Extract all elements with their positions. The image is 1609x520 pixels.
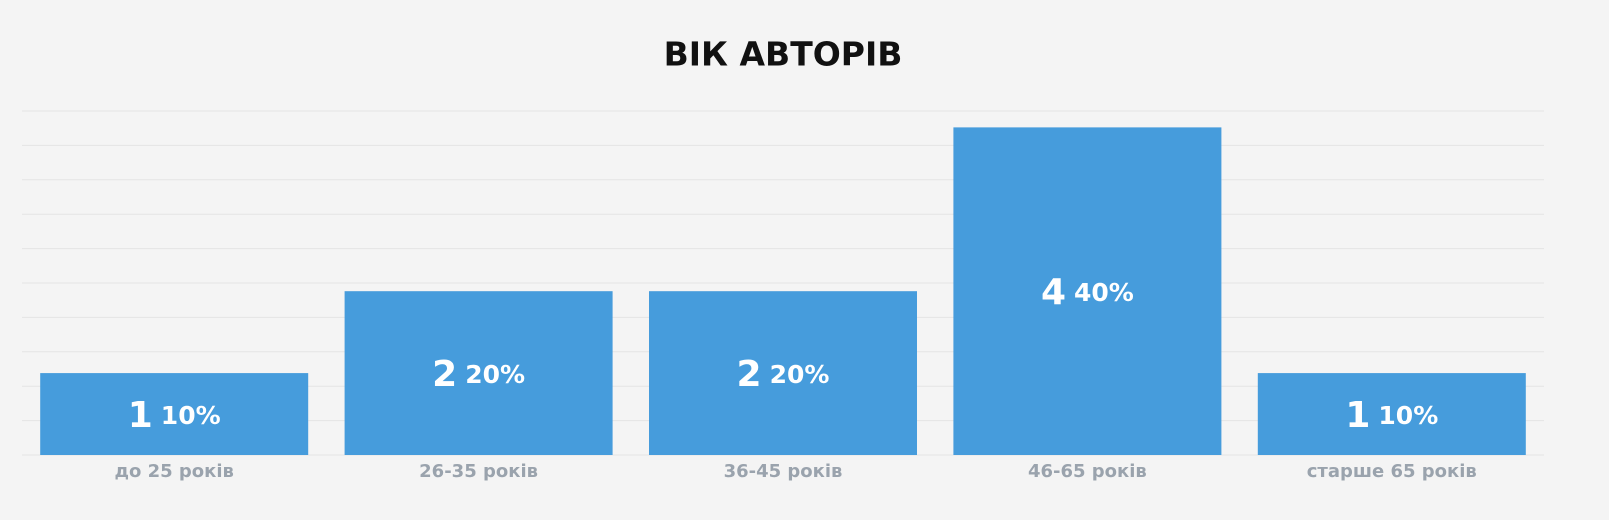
share-label: 10% xyxy=(161,401,221,430)
share-label: 40% xyxy=(1074,278,1134,307)
bar-label: 2 20% xyxy=(432,354,525,395)
bar xyxy=(953,127,1222,455)
count-label: 1 xyxy=(1345,395,1370,436)
count-label: 2 xyxy=(432,354,457,395)
bar xyxy=(1257,373,1526,455)
x-tick-label: старше 65 років xyxy=(1307,461,1477,482)
count-label: 2 xyxy=(737,354,762,395)
bar-label: 1 10% xyxy=(128,395,221,436)
x-tick-label: 36-45 років xyxy=(724,461,843,482)
count-label: 1 xyxy=(128,395,153,436)
x-tick-label: до 25 років xyxy=(114,461,234,482)
chart-title: ВІК АВТОРІВ xyxy=(664,35,903,74)
count-label: 4 xyxy=(1041,272,1066,313)
bar-label: 2 20% xyxy=(737,354,830,395)
bar xyxy=(649,291,917,455)
x-tick-label: 46-65 років xyxy=(1028,461,1147,482)
bar xyxy=(40,373,309,455)
share-label: 10% xyxy=(1378,401,1438,430)
bar xyxy=(344,291,613,455)
share-label: 20% xyxy=(770,360,830,389)
bar-label: 1 10% xyxy=(1345,395,1438,436)
share-label: 20% xyxy=(465,360,525,389)
x-tick-label: 26-35 років xyxy=(419,461,538,482)
bar-label: 4 40% xyxy=(1041,272,1134,313)
